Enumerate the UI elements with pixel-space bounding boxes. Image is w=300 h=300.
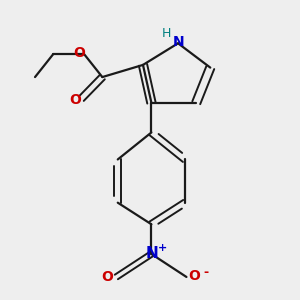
Text: O: O (69, 93, 81, 107)
Text: O: O (73, 46, 85, 60)
Text: H: H (162, 26, 172, 40)
Text: O: O (188, 269, 200, 284)
Text: N: N (146, 246, 159, 261)
Text: +: + (158, 243, 167, 253)
Text: N: N (173, 35, 184, 49)
Text: -: - (203, 266, 208, 279)
Text: O: O (101, 270, 113, 284)
